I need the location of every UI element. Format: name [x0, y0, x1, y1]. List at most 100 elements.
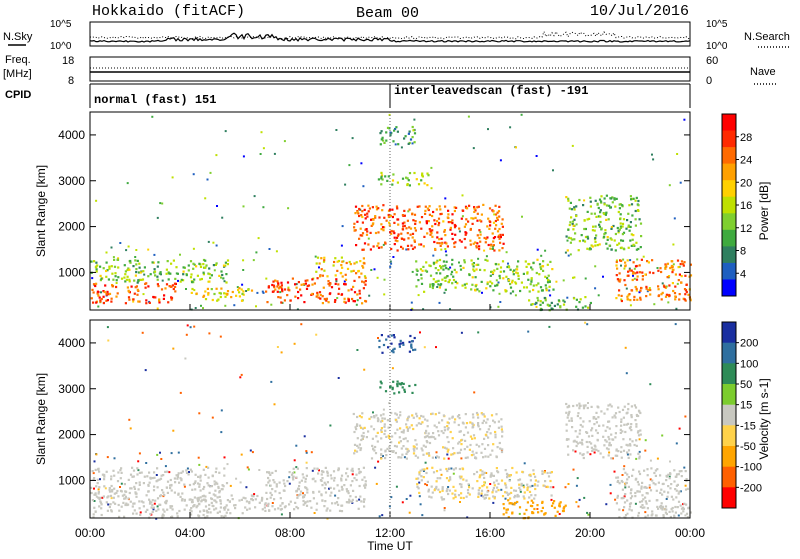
data-cell	[593, 448, 596, 451]
data-cell	[244, 497, 247, 500]
data-cell	[171, 508, 174, 511]
data-cell	[375, 205, 378, 208]
data-cell	[94, 510, 97, 513]
noise-cell	[515, 146, 517, 149]
data-cell	[281, 288, 284, 291]
data-cell	[110, 478, 113, 481]
noise-cell	[544, 249, 547, 252]
data-cell	[509, 282, 512, 286]
data-cell	[412, 427, 415, 431]
data-cell	[202, 273, 205, 276]
data-cell	[361, 221, 364, 224]
data-cell	[154, 274, 157, 277]
noise-cell	[239, 376, 242, 379]
data-cell	[396, 385, 399, 388]
data-cell	[388, 208, 392, 211]
data-cell	[321, 274, 324, 277]
data-cell	[411, 414, 414, 417]
data-cell	[526, 488, 529, 492]
data-cell	[593, 212, 596, 215]
colorbar-swatch	[722, 425, 736, 447]
data-cell	[279, 497, 282, 500]
data-cell	[197, 502, 201, 505]
data-cell	[261, 508, 264, 511]
data-cell	[625, 412, 628, 415]
data-cell	[138, 471, 141, 474]
data-cell	[319, 297, 322, 300]
data-cell	[348, 500, 351, 503]
data-cell	[103, 290, 106, 294]
data-cell	[598, 243, 601, 246]
noise-cell	[265, 277, 268, 280]
data-cell	[441, 242, 444, 245]
data-cell	[388, 436, 391, 439]
data-cell	[396, 240, 399, 243]
data-cell	[277, 282, 280, 285]
noise-cell	[446, 453, 449, 456]
data-cell	[392, 348, 395, 351]
data-cell	[442, 260, 445, 263]
data-cell	[219, 292, 222, 295]
data-cell	[421, 269, 424, 272]
data-cell	[377, 246, 381, 249]
data-cell	[447, 427, 450, 430]
noise-cell	[648, 486, 651, 489]
data-cell	[388, 449, 391, 452]
data-cell	[603, 412, 606, 415]
data-cell	[341, 275, 344, 278]
data-cell	[277, 507, 280, 510]
data-cell	[414, 439, 417, 442]
data-cell	[395, 419, 398, 422]
data-cell	[334, 257, 337, 260]
data-cell	[391, 183, 394, 186]
data-cell	[528, 299, 531, 302]
data-cell	[214, 489, 217, 492]
data-cell	[357, 269, 360, 273]
data-cell	[634, 199, 637, 202]
data-cell	[401, 214, 404, 217]
data-cell	[370, 416, 373, 419]
data-cell	[126, 268, 129, 272]
data-cell	[277, 296, 280, 299]
data-cell	[383, 417, 386, 420]
data-cell	[445, 242, 448, 245]
data-cell	[677, 500, 681, 503]
data-cell	[377, 418, 380, 421]
data-cell	[483, 484, 486, 487]
data-cell	[324, 466, 327, 469]
data-cell	[605, 447, 609, 450]
data-cell	[320, 494, 323, 497]
data-cell	[173, 282, 177, 285]
data-cell	[492, 495, 495, 498]
data-cell	[610, 405, 613, 408]
data-cell	[531, 511, 534, 515]
data-cell	[376, 431, 379, 434]
data-cell	[345, 501, 348, 504]
data-cell	[335, 501, 339, 504]
noise-cell	[335, 280, 338, 283]
data-cell	[279, 296, 282, 299]
data-cell	[211, 298, 214, 302]
noise-cell	[376, 276, 379, 279]
data-cell	[575, 214, 578, 218]
data-cell	[471, 426, 474, 429]
data-cell	[572, 440, 575, 443]
data-cell	[380, 453, 383, 456]
data-cell	[176, 474, 180, 477]
data-cell	[369, 248, 372, 251]
data-cell	[395, 236, 399, 239]
data-cell	[486, 418, 489, 421]
data-cell	[625, 423, 628, 426]
data-cell	[190, 273, 193, 276]
data-cell	[147, 484, 150, 487]
noise-cell	[584, 277, 587, 280]
data-cell	[578, 240, 581, 243]
data-cell	[425, 429, 428, 432]
data-cell	[97, 496, 100, 499]
noise-cell	[628, 267, 631, 270]
data-cell	[99, 500, 102, 503]
data-cell	[500, 222, 503, 225]
ytick-label: 2000	[58, 220, 85, 234]
data-cell	[474, 241, 477, 244]
noise-cell	[93, 460, 96, 463]
